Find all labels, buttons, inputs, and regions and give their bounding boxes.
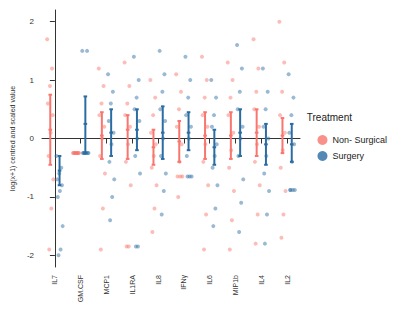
svg-text:MCP1: MCP1	[103, 275, 110, 295]
svg-text:0: 0	[30, 134, 35, 143]
svg-text:1: 1	[30, 76, 35, 85]
svg-text:Surgery: Surgery	[332, 151, 364, 161]
svg-text:Non- Surgical: Non- Surgical	[332, 135, 387, 145]
svg-text:MIP1b: MIP1b	[232, 275, 239, 295]
svg-text:log(x+1) centred and scaled va: log(x+1) centred and scaled value	[9, 86, 17, 191]
svg-text:IL4: IL4	[258, 275, 265, 285]
svg-text:IL7: IL7	[51, 275, 58, 285]
svg-text:Treatment: Treatment	[307, 112, 352, 123]
svg-text:2: 2	[30, 17, 35, 26]
svg-text:IL2: IL2	[284, 275, 291, 285]
svg-text:-2: -2	[27, 251, 35, 260]
svg-text:IL1RA: IL1RA	[129, 275, 136, 295]
svg-text:IFNγ: IFNγ	[180, 275, 188, 290]
svg-text:-1: -1	[27, 192, 35, 201]
svg-text:IL6: IL6	[206, 275, 213, 285]
svg-text:IL8: IL8	[155, 275, 162, 285]
svg-text:GM.CSF: GM.CSF	[77, 275, 84, 302]
